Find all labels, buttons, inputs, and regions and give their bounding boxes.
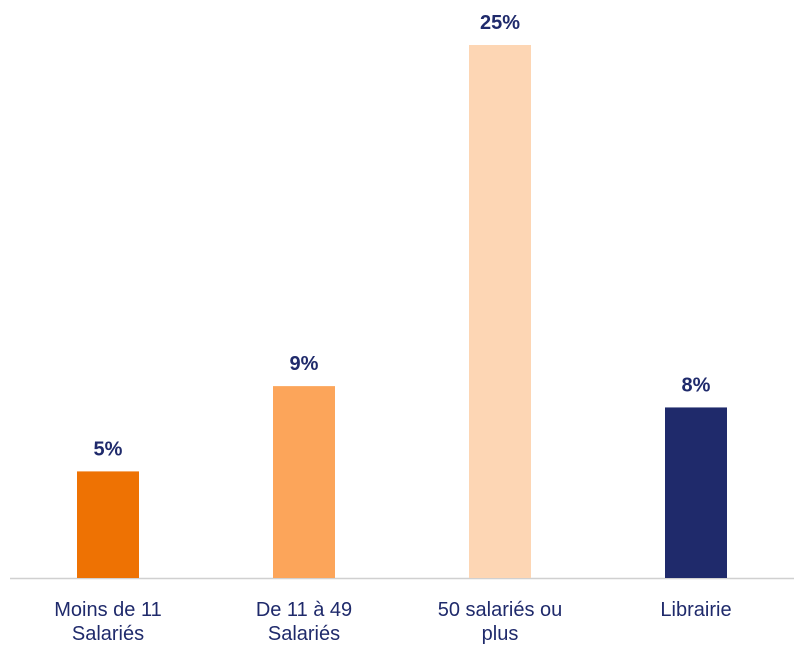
bar xyxy=(665,407,727,578)
x-tick-label: 50 salariés ou plus xyxy=(437,599,563,645)
value-label: 25% xyxy=(480,12,520,34)
x-tick-label: Librairie xyxy=(660,599,732,621)
bar xyxy=(77,471,139,578)
x-tick-label: De 11 à 49 Salariés xyxy=(255,599,353,645)
value-label: 8% xyxy=(682,374,711,396)
bar xyxy=(469,45,531,578)
x-tick-label: Moins de 11 Salariés xyxy=(54,599,162,645)
value-label: 9% xyxy=(290,353,319,375)
bar xyxy=(273,386,335,578)
value-label: 5% xyxy=(94,438,123,460)
